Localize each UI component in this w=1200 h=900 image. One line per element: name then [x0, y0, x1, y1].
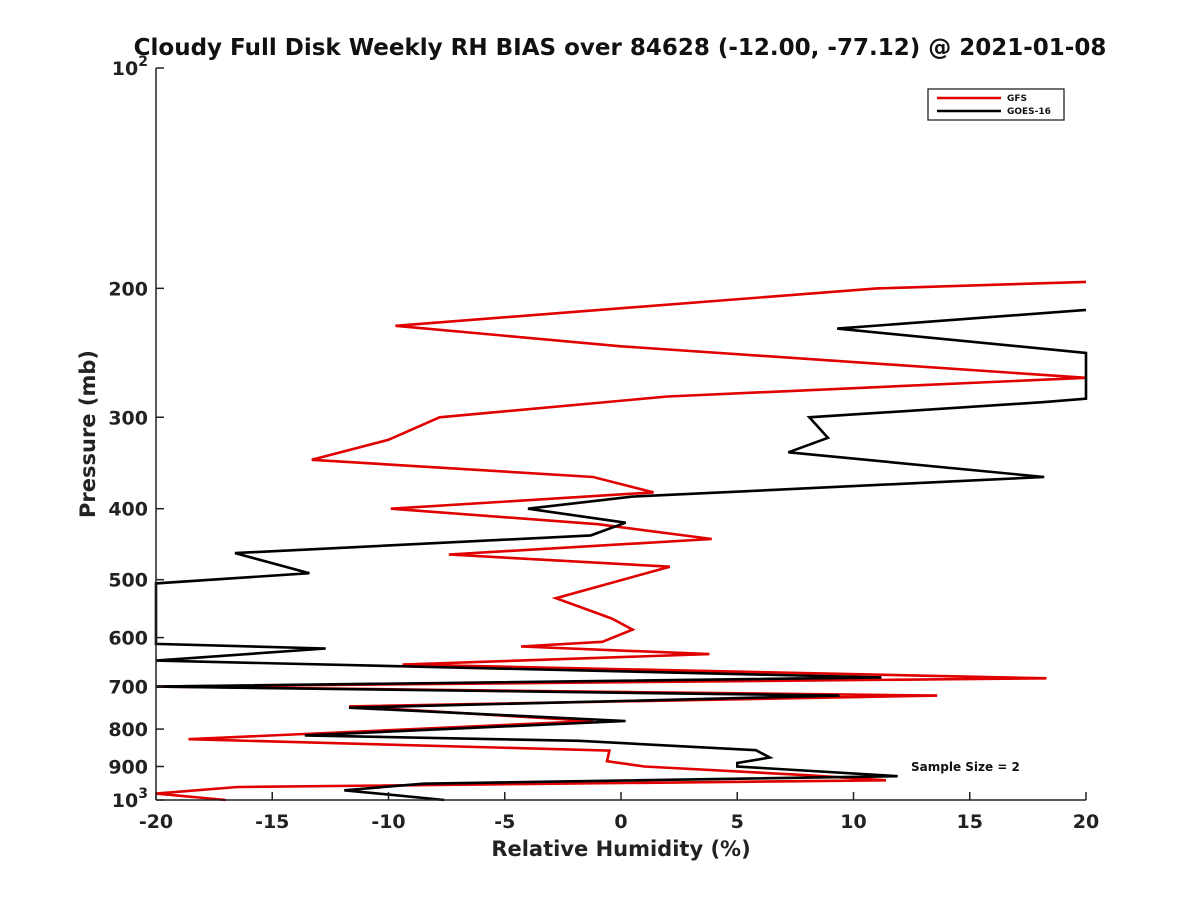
- x-axis-label: Relative Humidity (%): [491, 837, 750, 861]
- y-tick-label: 300: [108, 407, 148, 429]
- y-tick-label: 600: [108, 628, 148, 650]
- series-line-gfs: [155, 280, 1087, 802]
- y-tick-label: 102: [112, 54, 148, 80]
- y-axis-label: Pressure (mb): [76, 350, 100, 518]
- legend-label-goes-16: GOES-16: [1007, 107, 1051, 117]
- y-tick-label: 200: [108, 278, 148, 300]
- series-line-goes-16: [154, 308, 1088, 802]
- plot-area: [156, 68, 1086, 800]
- y-tick-label: 800: [108, 719, 148, 741]
- legend: GFS GOES-16: [927, 88, 1065, 121]
- x-tick-label: 10: [840, 811, 866, 833]
- x-tick-label: -10: [371, 811, 405, 833]
- x-tick-label: 15: [957, 811, 983, 833]
- y-ticks: 102 200 300 400 500 600 700 800 900 103: [108, 54, 164, 812]
- chart-title: Cloudy Full Disk Weekly RH BIAS over 846…: [134, 35, 1107, 61]
- y-tick-label: 400: [108, 499, 148, 521]
- x-tick-label: -5: [494, 811, 515, 833]
- sample-size-annotation: Sample Size = 2: [911, 760, 1020, 774]
- y-tick-label: 500: [108, 570, 148, 592]
- x-tick-label: -15: [255, 811, 289, 833]
- legend-box: [927, 88, 1065, 121]
- x-tick-label: 5: [731, 811, 744, 833]
- legend-label-gfs: GFS: [1007, 94, 1027, 104]
- x-tick-label: 20: [1073, 811, 1099, 833]
- x-tick-label: 0: [614, 811, 627, 833]
- y-tick-label: 700: [108, 677, 148, 699]
- x-ticks: -20 -15 -10 -5 0 5 10 15 20: [139, 792, 1099, 833]
- x-tick-label: -20: [139, 811, 173, 833]
- y-tick-label: 103: [112, 786, 148, 812]
- y-tick-label: 900: [108, 757, 148, 779]
- series-group: [154, 280, 1088, 802]
